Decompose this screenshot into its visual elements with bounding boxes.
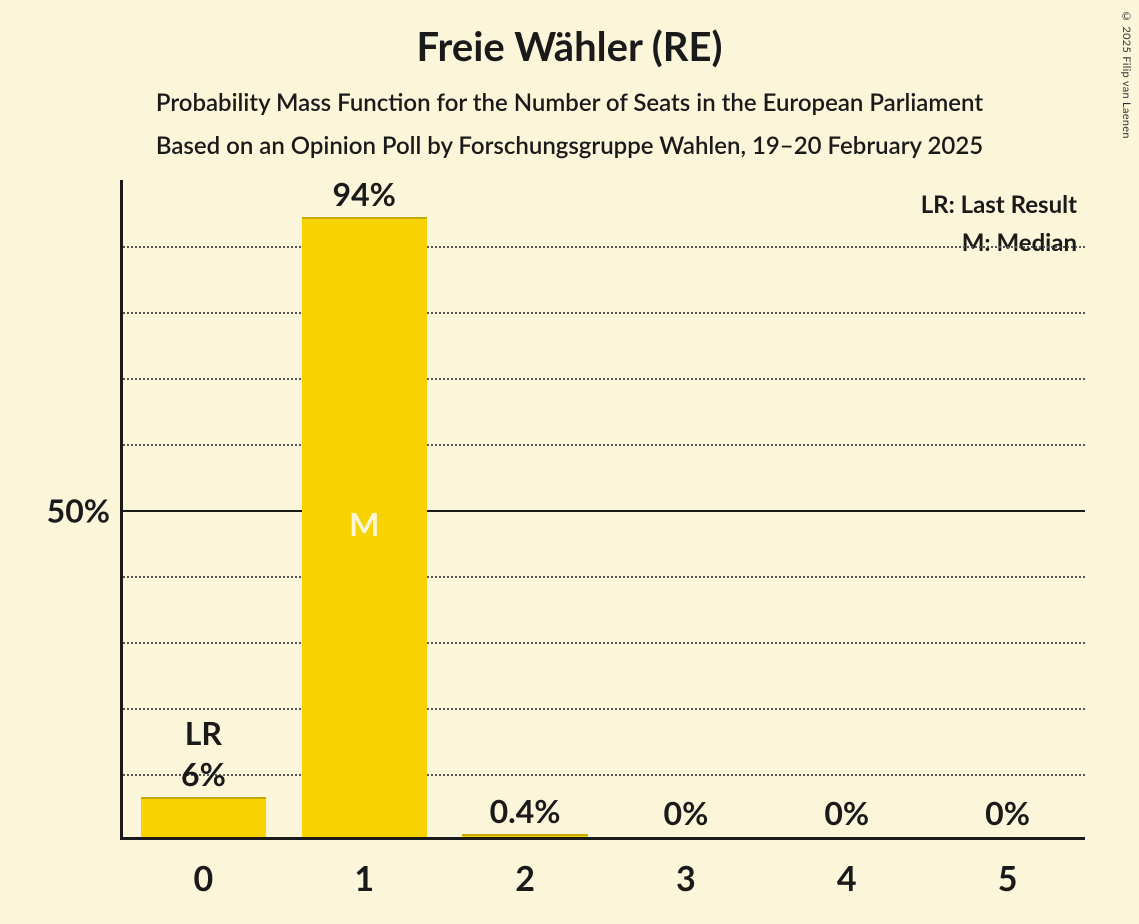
- bar-value-label: 0.4%: [490, 791, 561, 836]
- chart-area: LR: Last Result M: Median 50%6%LR094%M10…: [55, 180, 1105, 880]
- bar-value-label: 0%: [664, 793, 709, 832]
- gridline-minor: [123, 642, 1085, 644]
- chart-subtitle-1: Probability Mass Function for the Number…: [0, 88, 1139, 117]
- bar: 94%M: [302, 217, 427, 837]
- x-axis: [120, 837, 1085, 840]
- bar-marker: M: [349, 504, 379, 543]
- bar-value-label: 6%: [181, 754, 226, 799]
- chart-title: Freie Wähler (RE): [0, 22, 1139, 70]
- x-tick-label: 0: [194, 840, 214, 899]
- x-tick-label: 3: [676, 840, 696, 899]
- legend: LR: Last Result M: Median: [921, 186, 1077, 263]
- gridline-major: [123, 510, 1085, 512]
- gridline-minor: [123, 378, 1085, 380]
- gridline-minor: [123, 312, 1085, 314]
- chart-subtitle-2: Based on an Opinion Poll by Forschungsgr…: [0, 131, 1139, 160]
- legend-lr: LR: Last Result: [921, 186, 1077, 224]
- x-tick-label: 4: [837, 840, 857, 899]
- legend-m: M: Median: [921, 224, 1077, 262]
- title-block: Freie Wähler (RE) Probability Mass Funct…: [0, 0, 1139, 160]
- copyright-text: © 2025 Filip van Laenen: [1120, 10, 1133, 139]
- gridline-minor: [123, 708, 1085, 710]
- y-tick-label: 50%: [47, 491, 120, 530]
- gridline-minor: [123, 246, 1085, 248]
- x-tick-label: 1: [354, 840, 374, 899]
- x-tick-label: 2: [515, 840, 535, 899]
- bar-value-label: 94%: [333, 174, 396, 219]
- bar-marker: LR: [185, 713, 222, 752]
- bar: 6%: [141, 797, 266, 837]
- x-tick-label: 5: [998, 840, 1018, 899]
- gridline-minor: [123, 444, 1085, 446]
- bar-value-label: 0%: [985, 793, 1030, 832]
- plot-area: LR: Last Result M: Median 50%6%LR094%M10…: [120, 180, 1085, 840]
- gridline-minor: [123, 774, 1085, 776]
- bar: 0.4%: [462, 834, 587, 837]
- gridline-minor: [123, 576, 1085, 578]
- bar-value-label: 0%: [824, 793, 869, 832]
